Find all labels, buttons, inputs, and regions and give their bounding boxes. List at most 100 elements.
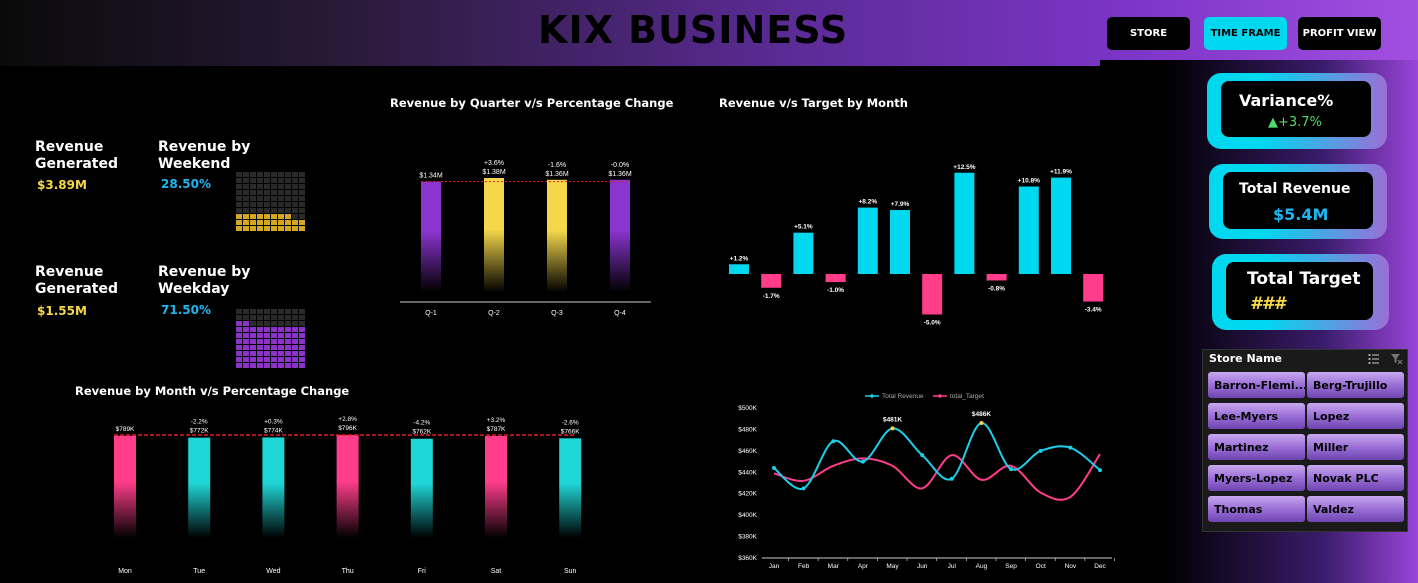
x-tick-label: Dec <box>1094 563 1106 570</box>
kpi-label-line2: Weekend <box>158 156 231 172</box>
waffle-cell <box>271 214 277 219</box>
waffle-cell <box>264 345 270 350</box>
waffle-cell <box>264 184 270 189</box>
quarter-bar <box>484 178 504 292</box>
waffle-cell <box>257 321 263 326</box>
waffle-cell <box>257 196 263 201</box>
waffle-cell <box>285 178 291 183</box>
quarter-bar <box>421 181 441 292</box>
waffle-cell <box>285 190 291 195</box>
waffle-cell <box>264 315 270 320</box>
waffle-cell <box>250 214 256 219</box>
kpi-label-line2: Weekday <box>158 281 230 297</box>
waffle-cell <box>236 321 242 326</box>
waffle-cell <box>278 220 284 225</box>
slicer-item[interactable]: Myers-Lopez <box>1208 465 1305 491</box>
waffle-cell <box>243 333 249 338</box>
quarter-pct-label: -0.0% <box>611 162 629 169</box>
profit-view-button[interactable]: PROFIT VIEW <box>1298 17 1381 50</box>
waffle-cell <box>271 339 277 344</box>
waffle-cell <box>250 321 256 326</box>
data-point <box>772 466 776 470</box>
waffle-cell <box>292 327 298 332</box>
waffle-cell <box>299 226 305 231</box>
variance-title: Variance% <box>1239 91 1334 110</box>
waffle-cell <box>243 208 249 213</box>
kpi-label-line2: Generated <box>35 281 119 297</box>
total-target-card: Total Target ### <box>1212 254 1389 330</box>
day-tick-label: Thu <box>342 568 354 575</box>
month-variance-label: +8.2% <box>858 199 877 206</box>
slicer-item[interactable]: Barron-Flemi... <box>1208 372 1305 398</box>
time-frame-button[interactable]: TIME FRAME <box>1204 17 1287 50</box>
month-variance-label: -3.4% <box>1085 307 1102 314</box>
waffle-cell <box>236 345 242 350</box>
waffle-cell <box>243 184 249 189</box>
waffle-cell <box>299 309 305 314</box>
waffle-cell <box>264 321 270 326</box>
chart-title-month-target: Revenue v/s Target by Month <box>719 96 908 110</box>
x-tick-label: May <box>886 563 899 570</box>
y-tick-label: $400K <box>738 512 757 519</box>
waffle-cell <box>292 363 298 368</box>
waffle-cell <box>236 196 242 201</box>
waffle-cell <box>271 172 277 177</box>
store-button[interactable]: STORE <box>1107 17 1190 50</box>
waffle-cell <box>250 309 256 314</box>
slicer-item[interactable]: Valdez <box>1307 496 1404 522</box>
chart-title-quarter: Revenue by Quarter v/s Percentage Change <box>390 96 674 110</box>
series-line <box>773 422 1101 490</box>
quarter-bar <box>547 179 567 292</box>
store-name-slicer: Store Name Barron-Flemi... Berg-Trujillo L… <box>1202 349 1408 532</box>
waffle-cell <box>243 351 249 356</box>
multi-select-icon[interactable] <box>1368 353 1380 365</box>
day-bar <box>114 435 136 538</box>
slicer-item[interactable]: Lee-Myers <box>1208 403 1305 429</box>
slicer-item[interactable]: Thomas <box>1208 496 1305 522</box>
waffle-cell <box>285 184 291 189</box>
month-variance-bar <box>793 232 814 274</box>
kpi-weekend-pct-value: 28.50% <box>161 177 211 191</box>
y-tick-label: $480K <box>738 426 757 433</box>
waffle-cell <box>257 333 263 338</box>
waffle-cell <box>264 333 270 338</box>
waffle-cell <box>236 184 242 189</box>
day-bar-chart: $789K Mon $772K -2.2% Tue $774K +0.3% Wed $796K +… <box>114 416 582 575</box>
waffle-cell <box>271 333 277 338</box>
month-variance-label: +5.1% <box>794 224 813 231</box>
waffle-cell <box>271 357 277 362</box>
waffle-cell <box>271 363 277 368</box>
waffle-cell <box>271 208 277 213</box>
kpi-revenue-generated-weekday: Revenue Generated <box>35 264 118 298</box>
quarter-value-label: $1.36M <box>608 171 632 178</box>
waffle-cell <box>292 178 298 183</box>
waffle-cell <box>278 226 284 231</box>
x-tick-label: Mar <box>828 563 840 570</box>
month-variance-label: +11.9% <box>1050 169 1072 176</box>
month-variance-bar <box>825 274 846 283</box>
waffle-chart-weekday <box>236 309 305 368</box>
waffle-cell <box>292 208 298 213</box>
waffle-cell <box>264 196 270 201</box>
page-title: KIX BUSINESS <box>538 8 849 52</box>
waffle-cell <box>285 196 291 201</box>
waffle-cell <box>292 321 298 326</box>
month-variance-bar <box>922 274 943 315</box>
waffle-cell <box>250 226 256 231</box>
waffle-cell <box>299 345 305 350</box>
slicer-item[interactable]: Berg-Trujillo <box>1307 372 1404 398</box>
waffle-cell <box>278 178 284 183</box>
slicer-item[interactable]: Novak PLC <box>1307 465 1404 491</box>
day-value-label: $787K <box>487 426 506 433</box>
day-value-label: $766K <box>561 428 580 435</box>
y-tick-label: $380K <box>738 534 757 541</box>
slicer-item[interactable]: Lopez <box>1307 403 1404 429</box>
waffle-cell <box>271 196 277 201</box>
waffle-cell <box>285 345 291 350</box>
waffle-cell <box>278 184 284 189</box>
waffle-cell <box>236 333 242 338</box>
slicer-item[interactable]: Miller <box>1307 434 1404 460</box>
slicer-item[interactable]: Martinez <box>1208 434 1305 460</box>
clear-filter-icon[interactable] <box>1391 353 1403 365</box>
waffle-cell <box>292 190 298 195</box>
